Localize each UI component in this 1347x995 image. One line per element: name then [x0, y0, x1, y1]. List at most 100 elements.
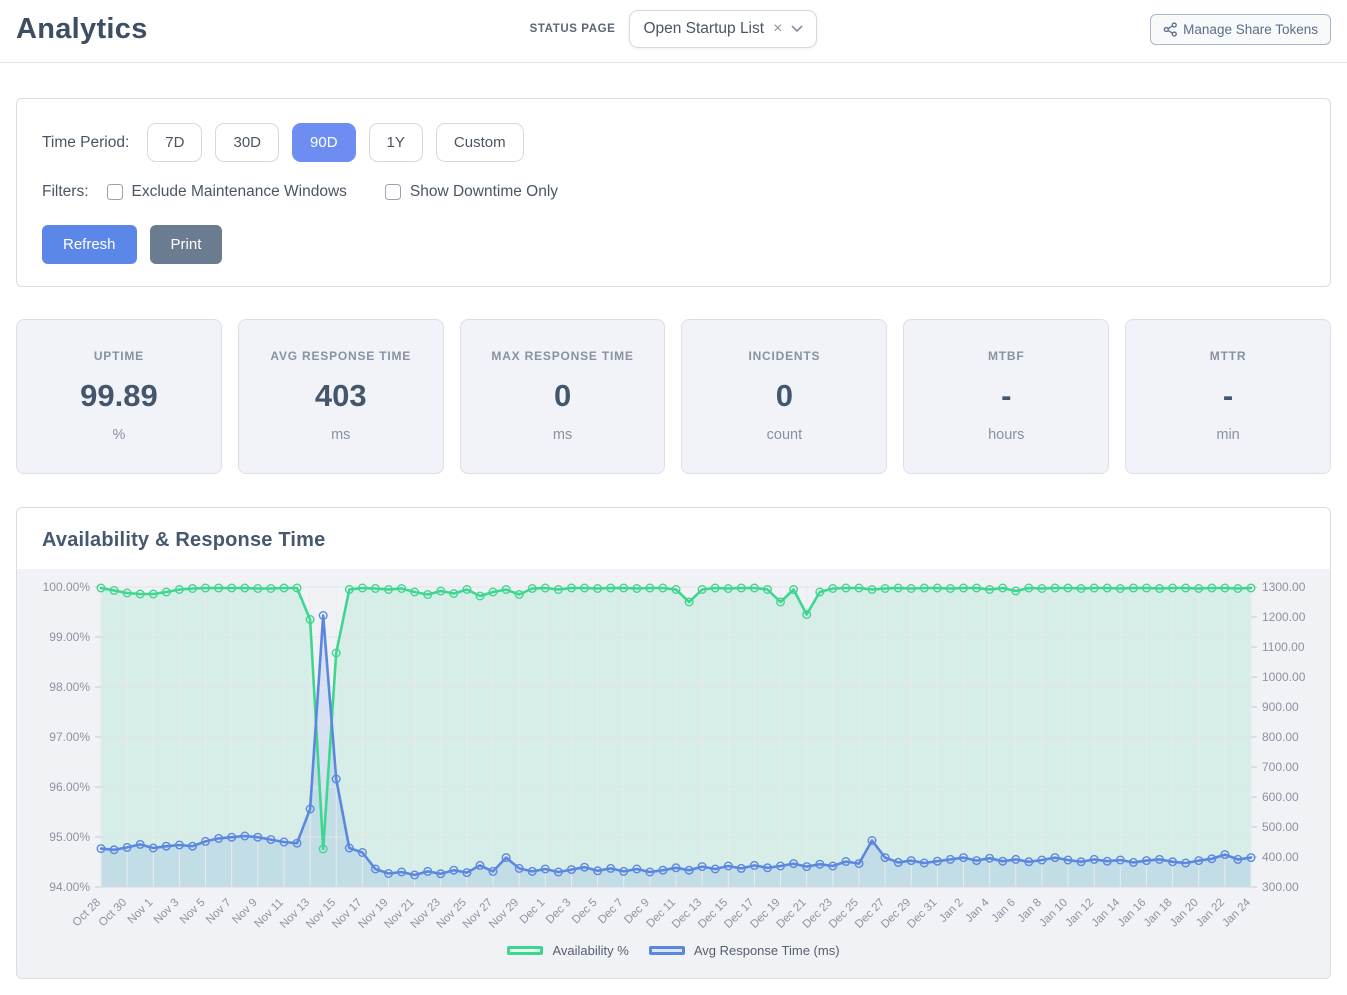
- data-point: [619, 583, 629, 593]
- data-point: [749, 583, 759, 593]
- data-point: [1050, 853, 1060, 863]
- data-point: [723, 861, 733, 871]
- filter-exclude-maintenance-windows[interactable]: Exclude Maintenance Windows: [106, 183, 347, 201]
- right-axis-tick-label: 300.00: [1262, 880, 1299, 894]
- clear-selection-icon[interactable]: ×: [773, 20, 783, 37]
- left-axis-tick-label: 100.00%: [43, 580, 91, 594]
- data-point: [972, 856, 982, 866]
- legend-swatch-icon: [648, 946, 685, 955]
- data-point: [318, 844, 328, 854]
- data-point: [1128, 857, 1138, 867]
- data-point: [527, 866, 537, 876]
- data-point: [1050, 583, 1060, 593]
- filters-toolbar: Time Period: 7D 30D 90D 1Y Custom Filters: E…: [16, 98, 1331, 287]
- right-axis-tick-label: 1200.00: [1262, 610, 1306, 624]
- x-axis-tick-label: Jan 12: [1063, 897, 1096, 930]
- data-point: [423, 589, 433, 599]
- time-period-90d[interactable]: 90D: [292, 123, 356, 162]
- stat-value: 403: [314, 378, 367, 413]
- data-point: [200, 583, 210, 593]
- time-period-custom[interactable]: Custom: [435, 123, 524, 162]
- brand: Analytics: [16, 13, 530, 46]
- data-point: [932, 583, 942, 593]
- data-point: [593, 583, 603, 593]
- data-point: [802, 610, 812, 620]
- data-point: [906, 856, 916, 866]
- data-point: [828, 861, 838, 871]
- legend-swatch-icon: [507, 946, 544, 955]
- data-point: [501, 584, 511, 594]
- right-axis-tick-label: 700.00: [1262, 760, 1299, 774]
- x-axis-tick-label: Jan 10: [1037, 897, 1070, 930]
- app-header: Analytics STATUS PAGE Open Startup List …: [0, 0, 1347, 63]
- data-point: [122, 842, 132, 852]
- right-axis-tick-label: 600.00: [1262, 790, 1299, 804]
- stat-unit: min: [1216, 427, 1240, 443]
- stat-unit: ms: [331, 427, 351, 443]
- x-axis-tick-label: Nov 5: [178, 897, 208, 927]
- right-axis-tick-label: 500.00: [1262, 820, 1299, 834]
- data-point: [214, 583, 224, 593]
- stat-card-uptime: UPTIME 99.89%: [16, 319, 222, 474]
- data-point: [96, 844, 106, 854]
- data-point: [161, 587, 171, 597]
- status-page-select[interactable]: Open Startup List ×: [629, 10, 818, 48]
- stat-card-incidents: INCIDENTS 0 count: [681, 319, 888, 474]
- data-point: [906, 583, 916, 593]
- data-point: [488, 866, 498, 876]
- left-axis-tick-label: 99.00%: [49, 630, 90, 644]
- filter-label: Exclude Maintenance Windows: [131, 183, 347, 200]
- data-point: [632, 583, 642, 593]
- data-point: [1011, 854, 1021, 864]
- x-axis-tick-label: Dec 3: [544, 897, 574, 927]
- data-point: [985, 584, 995, 594]
- data-point: [305, 615, 315, 625]
- legend-label: Availability %: [552, 943, 629, 958]
- x-axis-tick-label: Oct 30: [97, 897, 129, 929]
- checkbox-icon[interactable]: [384, 184, 401, 200]
- data-point: [370, 864, 380, 874]
- filters-row: Filters: Exclude Maintenance Windows Show…: [42, 183, 1305, 201]
- data-point: [1089, 854, 1099, 864]
- data-point: [1063, 855, 1073, 865]
- stats-row: UPTIME 99.89% AVG RESPONSE TIME 403 ms MAX RE…: [16, 319, 1331, 474]
- time-period-1y[interactable]: 1Y: [368, 123, 423, 162]
- filters-group: Exclude Maintenance Windows Show Downtime…: [106, 183, 597, 201]
- data-point: [135, 839, 145, 849]
- manage-share-tokens-button[interactable]: Manage Share Tokens: [1150, 13, 1332, 45]
- data-point: [527, 583, 537, 593]
- data-point: [357, 583, 367, 593]
- print-button[interactable]: Print: [149, 225, 223, 264]
- data-point: [540, 864, 550, 874]
- filter-show-downtime-only[interactable]: Show Downtime Only: [384, 183, 558, 201]
- time-period-7d[interactable]: 7D: [147, 123, 203, 162]
- data-point: [200, 836, 210, 846]
- time-period-label: Time Period:: [42, 133, 130, 151]
- refresh-button[interactable]: Refresh: [42, 225, 137, 264]
- data-point: [1128, 583, 1138, 593]
- data-point: [567, 865, 577, 875]
- data-point: [148, 843, 158, 853]
- data-point: [475, 591, 485, 601]
- data-point: [1246, 583, 1256, 593]
- data-point: [959, 583, 969, 593]
- chart-title: Availability & Response Time: [42, 529, 326, 551]
- data-point: [331, 774, 341, 784]
- data-point: [318, 611, 328, 621]
- checkbox-icon[interactable]: [106, 184, 123, 200]
- data-point: [671, 584, 681, 594]
- time-period-30d[interactable]: 30D: [215, 123, 280, 162]
- availability-response-chart[interactable]: 100.00% 99.00% 98.00% 97.00% 96.00% 95.00% 94.…: [17, 577, 1330, 939]
- data-point: [148, 589, 158, 599]
- data-point: [410, 587, 420, 597]
- data-point: [815, 587, 825, 597]
- data-point: [384, 869, 394, 879]
- stat-card-mttr: MTTR - min: [1125, 319, 1331, 474]
- data-point: [1154, 583, 1164, 593]
- data-point: [305, 804, 315, 814]
- data-point: [449, 865, 459, 875]
- data-point: [109, 585, 119, 595]
- stat-unit: count: [766, 427, 803, 443]
- data-point: [436, 586, 446, 596]
- right-axis-tick-label: 1100.00: [1262, 640, 1305, 654]
